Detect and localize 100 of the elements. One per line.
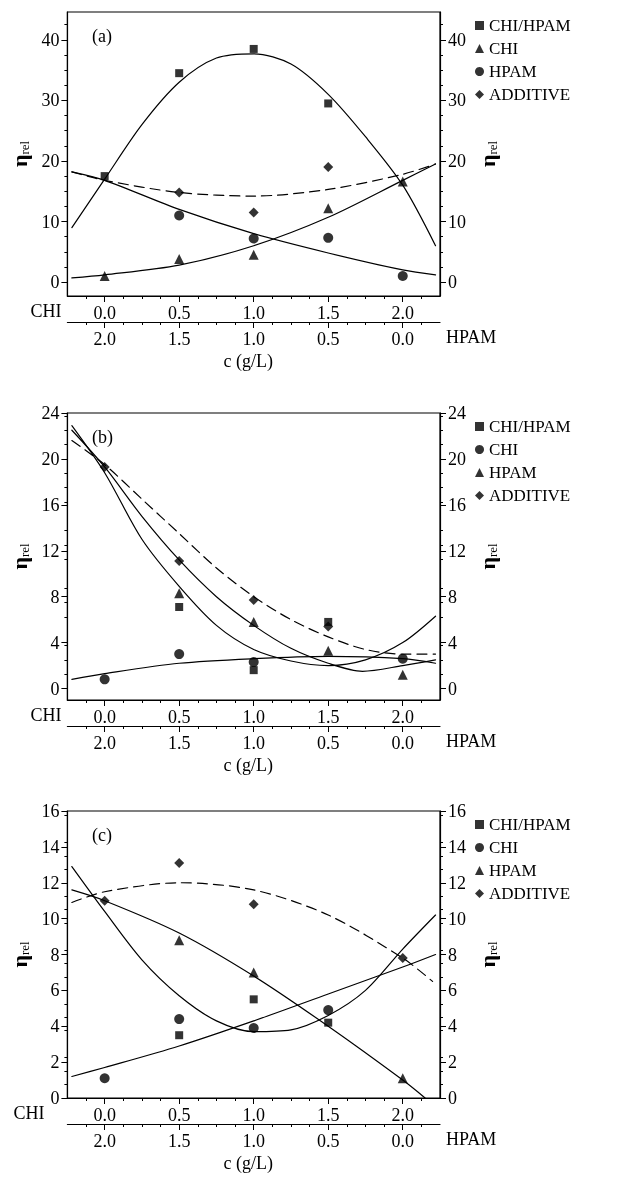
x-tick-label: 0.0 [93,707,116,727]
y-tick-label: 20 [41,448,60,469]
y2-tick-label: 0 [448,272,457,293]
y2-tick-label: 16 [448,494,466,515]
text: c (g/L) [223,1153,273,1174]
point [323,645,334,656]
x-axis-title: CHI [30,301,62,321]
y2-tick-label: 2 [448,1052,457,1073]
y-tick-label: 4 [50,632,60,653]
point [99,895,110,906]
legend-label: HPAM [489,861,537,880]
y2-tick-label: 12 [448,872,466,893]
y2-axis-title: ηrel [475,941,501,968]
point [397,953,408,964]
point [248,207,259,218]
point [397,176,408,187]
x-tick-label: 1.5 [316,1105,340,1125]
legend-label: HPAM [489,62,537,81]
legend-label: ADDITIVE [489,486,571,505]
y-tick-label: 8 [50,944,60,965]
legend-label: CHI/HPAM [489,16,571,35]
x-tick-label: 2.0 [391,303,414,323]
y2-tick-label: 12 [448,540,466,561]
y-tick-label: 24 [41,403,60,423]
point [100,172,109,181]
y2-axis-title: ηrel [475,140,501,168]
legend-label: CHI/HPAM [489,815,571,834]
y2-tick-label: 24 [448,403,466,423]
point [397,1073,408,1084]
x2-tick-label: 0.5 [316,1131,340,1151]
point [174,187,185,198]
x2-axis-title: HPAM [446,731,497,751]
text: c (g/L) [223,351,273,372]
y2-tick-label: 0 [448,678,457,699]
point [323,621,334,632]
y-tick-label: 10 [41,211,60,232]
y-axis-title: ηrel [6,941,32,968]
legend-label: HPAM [489,463,537,482]
y-axis-title: ηrel [6,543,32,570]
x-tick-label: 1.5 [316,707,340,727]
x-tick-label: 2.0 [391,1105,414,1125]
point [175,603,184,612]
y2-tick-label: 8 [448,586,457,607]
y-tick-label: 8 [50,586,60,607]
y-tick-label: 12 [41,872,60,893]
y-tick-label: 10 [41,908,60,929]
x2-tick-label: 0.0 [391,1131,414,1151]
text: (a) [92,26,112,47]
y2-tick-label: 0 [448,1088,457,1108]
x-axis-title: CHI [13,1103,45,1123]
legend-label: CHI [489,838,519,857]
x-tick-label: 0.0 [93,303,116,323]
point [248,967,259,978]
x2-tick-label: 1.5 [167,329,191,349]
x-tick-label: 1.0 [242,707,265,727]
x2-tick-label: 1.5 [167,733,191,753]
point [248,249,259,260]
x2-tick-label: 0.0 [391,329,414,349]
legend-label: ADDITIVE [489,884,571,903]
point [248,1023,259,1034]
y2-tick-label: 10 [448,908,466,929]
y-axis-title: ηrel [6,140,32,168]
x-tick-label: 1.0 [242,303,265,323]
point [324,1018,333,1027]
point [174,556,185,567]
legend-label: CHI [489,440,519,459]
point [248,233,259,244]
y2-tick-label: 40 [448,29,466,50]
point [324,99,333,108]
x2-axis-title: HPAM [446,327,497,347]
text: c (g/L) [223,755,273,776]
x2-tick-label: 0.0 [391,733,414,753]
y2-tick-label: 16 [448,801,466,821]
point [174,210,185,221]
point [397,669,408,680]
x-tick-label: 1.0 [242,1105,265,1125]
x2-tick-label: 0.5 [316,329,340,349]
point [174,858,185,869]
y2-tick-label: 8 [448,944,457,965]
point [174,1014,185,1025]
x-tick-label: 0.5 [167,303,191,323]
legend-label: CHI/HPAM [489,417,571,436]
x2-tick-label: 1.0 [242,329,265,349]
y2-tick-label: 30 [448,90,466,111]
x2-tick-label: 2.0 [93,733,116,753]
y-tick-label: 2 [50,1052,60,1073]
y-tick-label: 4 [50,1016,60,1037]
point [174,649,185,660]
x2-tick-label: 1.0 [242,733,265,753]
legend-label: ADDITIVE [489,85,571,104]
point [323,203,334,214]
y-tick-label: 6 [50,980,60,1001]
y2-axis-title: ηrel [475,543,501,570]
y-tick-label: 16 [41,801,60,821]
x-tick-label: 0.5 [167,707,191,727]
point [248,595,259,606]
y2-tick-label: 6 [448,980,457,1001]
y-tick-label: 0 [50,678,60,699]
x2-tick-label: 0.5 [316,733,340,753]
text: (c) [92,825,112,846]
